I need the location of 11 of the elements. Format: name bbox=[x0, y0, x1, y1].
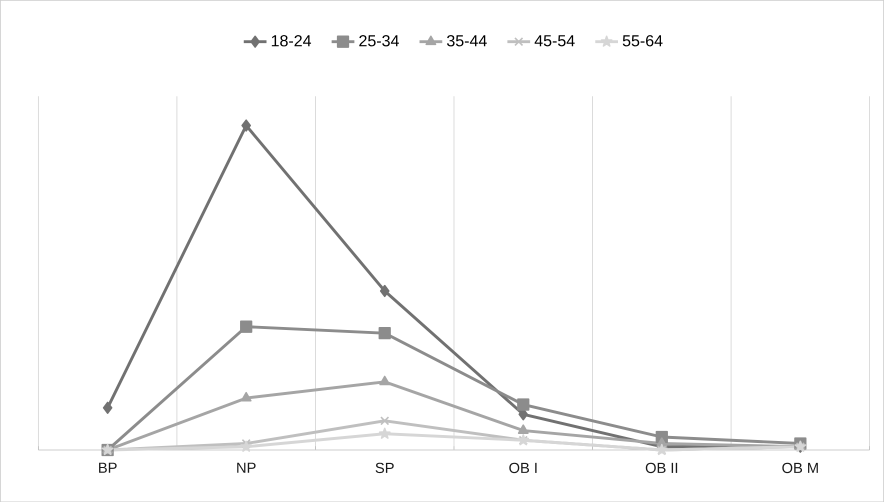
x-tick-label: NP bbox=[237, 462, 256, 473]
x-tick-label: OB M bbox=[782, 462, 818, 473]
legend-label: 35-44 bbox=[446, 34, 487, 46]
legend-label: 45-54 bbox=[534, 35, 575, 46]
x-tick-label: OB II bbox=[646, 462, 678, 473]
legend-label: 18-24 bbox=[272, 34, 312, 46]
legend-label: 25-34 bbox=[359, 34, 399, 46]
legend-label: 55-64 bbox=[622, 34, 663, 46]
x-tick-label: BP bbox=[99, 462, 117, 473]
x-tick-label: OB I bbox=[509, 462, 537, 473]
x-tick-label: SP bbox=[376, 462, 394, 473]
